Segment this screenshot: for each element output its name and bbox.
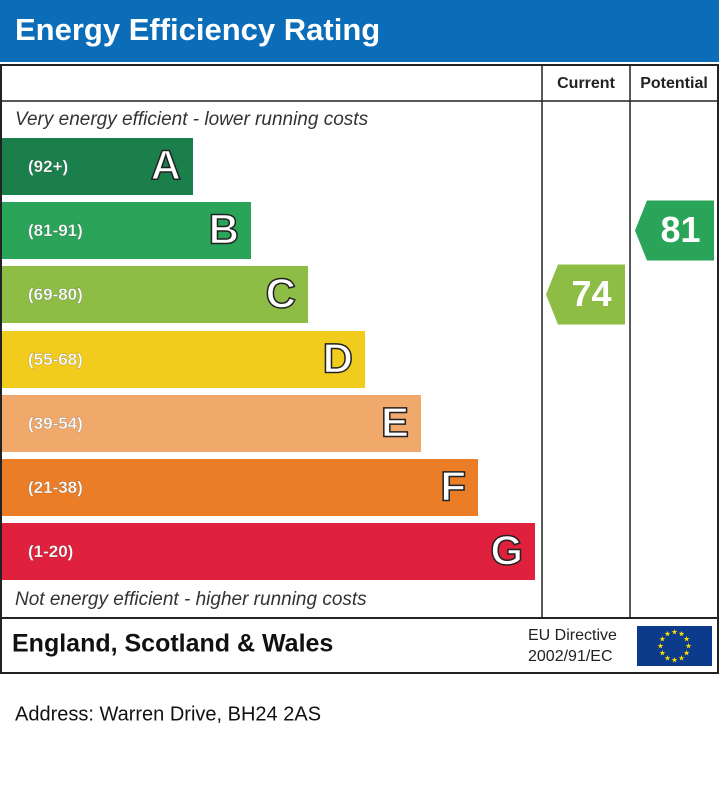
band (2, 138, 193, 195)
band-range: (55-68) (28, 350, 83, 369)
directive: EU Directive (528, 627, 617, 644)
band-range: (92+) (28, 157, 68, 176)
star (659, 636, 666, 642)
band (2, 331, 365, 388)
band-range: (21-38) (28, 478, 83, 497)
band-letter: C (266, 270, 296, 317)
band-letter: F (440, 463, 466, 510)
frame (0, 64, 719, 674)
star (683, 650, 690, 656)
band (2, 202, 251, 259)
column-header: Current (557, 75, 615, 92)
band (2, 523, 535, 580)
band-range: (39-54) (28, 414, 83, 433)
band-range: (1-20) (28, 542, 73, 561)
column-header: Potential (640, 75, 708, 92)
star (664, 655, 671, 661)
address: Address: Warren Drive, BH24 2AS (15, 703, 321, 725)
band (2, 395, 421, 452)
star (671, 629, 678, 635)
rating-arrow (635, 200, 714, 261)
band-letter: G (490, 527, 523, 574)
band (2, 266, 308, 323)
eu-stars (657, 629, 692, 663)
bottom-note: Not energy efficient - higher running co… (15, 589, 367, 610)
star (659, 650, 666, 656)
star (678, 655, 685, 661)
band (2, 459, 478, 516)
band-letter: D (323, 335, 353, 382)
band-range: (69-80) (28, 285, 83, 304)
directive: 2002/91/EC (528, 648, 613, 665)
region: England, Scotland & Wales (12, 630, 333, 658)
title-bar (0, 0, 719, 62)
band-range: (81-91) (28, 221, 83, 240)
rating-arrow (546, 264, 625, 325)
star (671, 657, 678, 663)
band-letter: A (151, 142, 181, 189)
star (664, 630, 671, 637)
star (657, 643, 664, 649)
rating-value: 74 (571, 273, 611, 314)
star (678, 630, 685, 637)
rating-value: 81 (660, 209, 700, 250)
title: Energy Efficiency Rating (15, 12, 380, 47)
star (683, 636, 690, 642)
band-letter: B (209, 206, 239, 253)
band-letter: E (381, 399, 409, 446)
star (685, 643, 692, 649)
top-note: Very energy efficient - lower running co… (15, 109, 369, 130)
